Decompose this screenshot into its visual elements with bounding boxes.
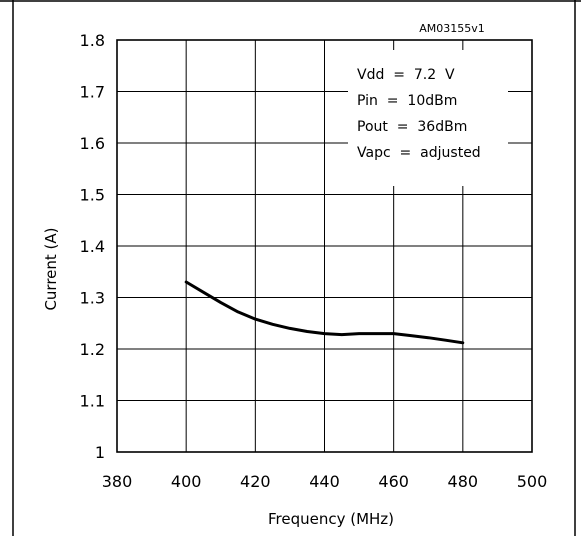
condition-line: Pout = 36dBm [357,119,467,135]
condition-line: Pin = 10dBm [357,93,457,109]
x-tick-label: 400 [171,472,202,491]
y-tick-label: 1.3 [80,289,105,308]
y-tick-label: 1.8 [80,31,105,50]
x-tick-labels: 380 400 420 440 460 480 500 [102,472,548,491]
y-tick-label: 1 [95,443,105,462]
current-vs-frequency-line [184,280,465,345]
y-tick-label: 1.4 [80,237,105,256]
conditions-background [348,50,508,186]
x-tick-label: 460 [378,472,409,491]
condition-line: Vdd = 7.2 V [357,67,455,83]
y-tick-label: 1.5 [80,186,105,205]
x-tick-label: 420 [240,472,271,491]
condition-line: Vapc = adjusted [357,145,481,161]
y-tick-labels: 1 1.1 1.2 1.3 1.4 1.5 1.6 1.7 1.8 [80,31,105,462]
plot-area [116,39,533,453]
y-axis-label: Current (A) [42,227,60,310]
x-tick-label: 480 [448,472,479,491]
x-axis-label: Frequency (MHz) [268,510,394,528]
y-tick-label: 1.1 [80,392,105,411]
x-tick-label: 500 [517,472,548,491]
figure-id-label: AM03155v1 [419,22,485,35]
conditions-box: Vdd = 7.2 V Pin = 10dBm Pout = 36dBm Vapc =… [348,50,508,186]
y-tick-label: 1.7 [80,83,105,102]
x-tick-label: 380 [102,472,133,491]
y-tick-label: 1.2 [80,340,105,359]
y-tick-label: 1.6 [80,134,105,153]
x-tick-label: 440 [309,472,340,491]
